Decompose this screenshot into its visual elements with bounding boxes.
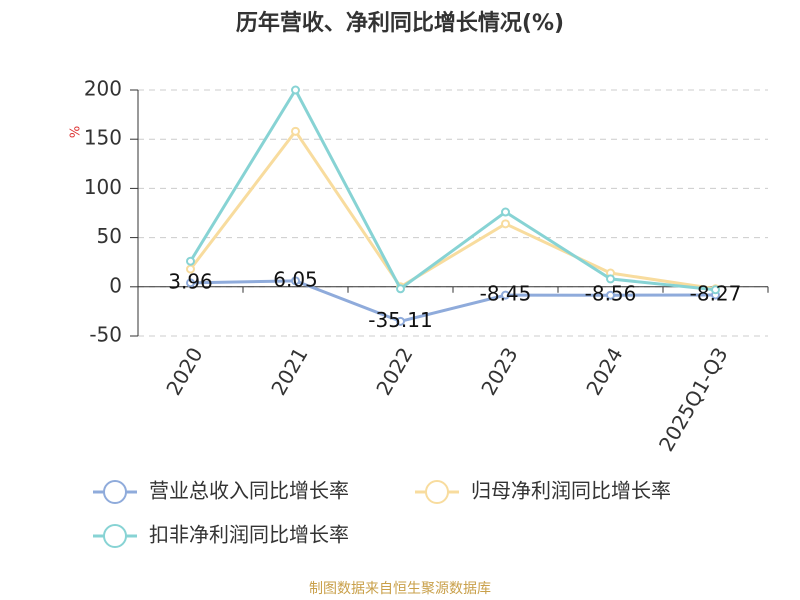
x-tick-label: 2021 (266, 343, 312, 399)
y-tick-label: 200 (84, 77, 122, 101)
data-label: -35.11 (368, 308, 432, 332)
data-point (501, 219, 510, 229)
data-point (606, 290, 615, 300)
legend-icon (425, 480, 449, 504)
source-note: 制图数据来自恒生聚源数据库 (309, 581, 491, 597)
series-line (190, 279, 716, 323)
data-point (501, 290, 510, 300)
data-point (186, 278, 195, 288)
y-tick-label: 100 (84, 175, 122, 199)
x-tick-label: 2023 (476, 343, 522, 399)
data-point (291, 276, 300, 286)
x-tick-label: 2020 (161, 343, 207, 399)
data-point (291, 85, 300, 95)
data-point (396, 284, 405, 294)
x-tick-label: 2025Q1-Q3 (654, 343, 733, 455)
data-label: -8.56 (585, 282, 637, 306)
data-point (606, 274, 615, 284)
data-point (501, 207, 510, 217)
data-label: -8.27 (690, 281, 742, 305)
y-tick-label: 0 (109, 273, 122, 297)
series-line (189, 128, 716, 291)
legend-label: 营业总收入同比增长率 (149, 479, 349, 503)
y-tick-label: 50 (97, 224, 122, 248)
legend-icon (103, 524, 127, 548)
legend-label: 归母净利润同比增长率 (471, 479, 671, 503)
legend-icon (103, 480, 127, 504)
x-tick-label: 2024 (581, 343, 627, 399)
data-label: 3.96 (168, 269, 213, 293)
y-tick-label: -50 (89, 323, 122, 347)
legend-label: 扣非净利润同比增长率 (149, 523, 349, 547)
x-tick-label: 2022 (371, 343, 417, 399)
chart-title: 历年营收、净利同比增长情况(%) (236, 10, 564, 36)
series-line (189, 86, 716, 292)
y-tick-label: 150 (84, 126, 122, 150)
data-point (711, 285, 720, 295)
data-point (291, 126, 300, 136)
y-axis-label: % (69, 126, 84, 138)
data-point (186, 256, 195, 266)
data-label: 6.05 (273, 267, 318, 291)
data-point (396, 316, 405, 326)
data-label: -8.45 (480, 282, 532, 306)
